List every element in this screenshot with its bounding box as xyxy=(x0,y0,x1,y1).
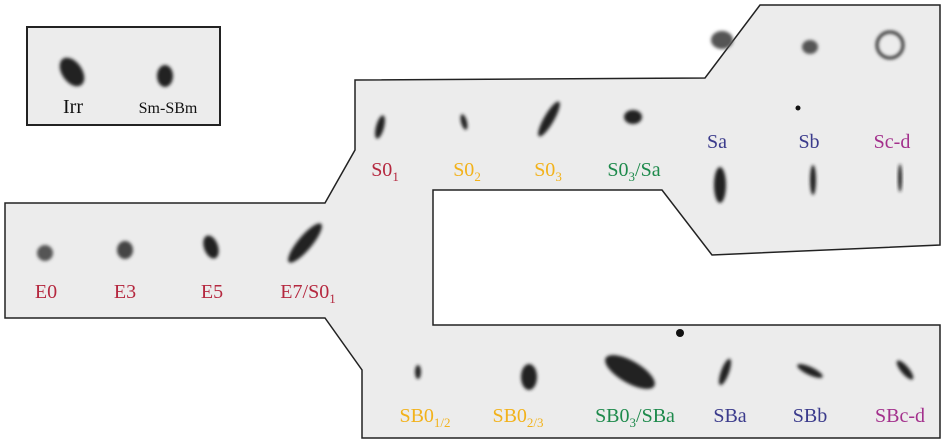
inset-label: Irr xyxy=(63,96,83,118)
class-label: E3 xyxy=(114,281,136,303)
label-part: 1 xyxy=(329,291,336,306)
label-part: E5 xyxy=(201,281,223,303)
class-label: SBc-d xyxy=(875,405,925,427)
class-label: E5 xyxy=(201,281,223,303)
label-part: 3 xyxy=(555,169,562,184)
class-label: Sb xyxy=(798,131,819,153)
class-label: Sa xyxy=(707,131,727,153)
label-part: 2/3 xyxy=(527,415,544,430)
label-part: Sc-d xyxy=(874,131,911,153)
label-part: /Sa xyxy=(635,159,661,181)
label-part: 1 xyxy=(392,169,399,184)
label-part: S0 xyxy=(607,159,628,181)
inset-label: Sm-SBm xyxy=(139,100,198,117)
label-part: Irr xyxy=(63,96,83,118)
label-part: SBc-d xyxy=(875,405,925,427)
class-label: E0 xyxy=(35,281,57,303)
label-part: SB0 xyxy=(492,405,526,427)
label-part: 1/2 xyxy=(434,415,451,430)
hubble-diagram: IrrSm-SBmE0E3E5E7/S01S01S02S03S03/SaSaSb… xyxy=(0,0,943,440)
label-part: E0 xyxy=(35,281,57,303)
label-part: S0 xyxy=(453,159,474,181)
label-part: SB0 xyxy=(595,405,629,427)
label-part: Sm-SBm xyxy=(139,100,198,117)
label-part: E7/S0 xyxy=(280,281,329,303)
label-part: /SBa xyxy=(636,405,675,427)
label-part: Sa xyxy=(707,131,727,153)
label-part: Sb xyxy=(798,131,819,153)
class-label: SB03/SBa xyxy=(595,405,675,430)
label-part: 2 xyxy=(474,169,481,184)
label-part: E3 xyxy=(114,281,136,303)
label-part: S0 xyxy=(371,159,392,181)
class-label: SBa xyxy=(713,405,746,427)
class-label: SBb xyxy=(793,405,827,427)
class-label: E7/S01 xyxy=(280,281,335,306)
class-label: Sc-d xyxy=(874,131,911,153)
label-part: SBa xyxy=(713,405,746,427)
label-part: SBb xyxy=(793,405,827,427)
class-label: S03/Sa xyxy=(607,159,660,184)
label-part: S0 xyxy=(534,159,555,181)
label-part: SB0 xyxy=(399,405,433,427)
